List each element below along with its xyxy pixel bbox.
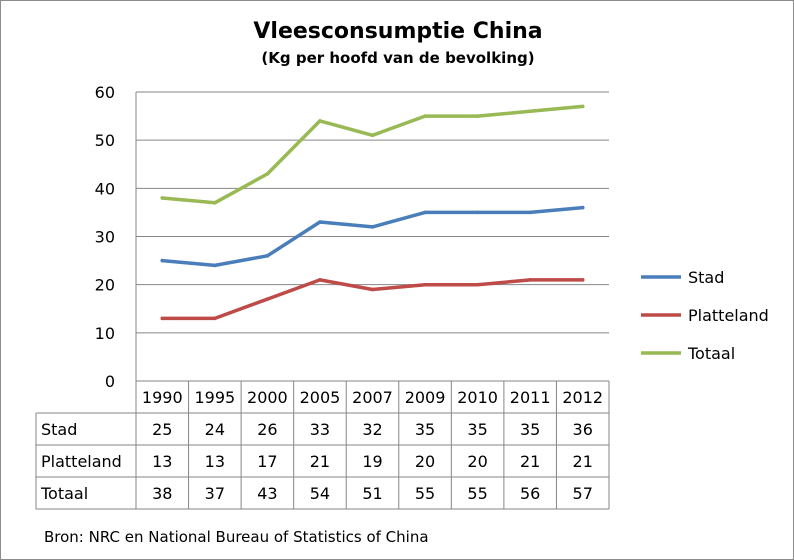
table-cell: 35 (415, 420, 435, 439)
legend-label: Stad (688, 268, 724, 287)
table-cell: 24 (205, 420, 225, 439)
table-cell: 21 (310, 452, 330, 471)
data-point (160, 316, 165, 321)
legend: Stad Platteland Totaal (641, 268, 769, 363)
table-cell: 20 (467, 452, 487, 471)
data-point (528, 210, 532, 215)
x-tick-label: 2011 (510, 388, 551, 407)
table-cell: 13 (205, 452, 225, 471)
table-row-label: Stad (41, 420, 77, 439)
table-cell: 56 (520, 484, 540, 503)
y-tick-label: 20 (95, 276, 115, 295)
data-point (475, 114, 480, 118)
data-point (318, 278, 322, 282)
data-point (265, 253, 270, 258)
data-point (475, 282, 480, 287)
data-point (213, 263, 217, 268)
data-point (423, 114, 427, 118)
table-cell: 20 (415, 452, 435, 471)
data-point (580, 104, 585, 109)
data-point (423, 210, 427, 215)
data-point (370, 287, 375, 292)
x-tick-label: 1990 (142, 388, 183, 407)
table-cell: 57 (573, 484, 593, 503)
x-tick-label: 2010 (457, 388, 498, 407)
table-cell: 26 (257, 420, 277, 439)
table-row-label: Totaal (40, 484, 88, 503)
series-line-platteland (160, 278, 585, 321)
legend-label: Platteland (688, 306, 769, 325)
table-cell: 35 (520, 420, 540, 439)
data-point (528, 109, 532, 114)
data-point (160, 258, 165, 263)
table-cell: 43 (257, 484, 277, 503)
x-tick-label: 2009 (405, 388, 446, 407)
table-cell: 17 (257, 452, 277, 471)
table-cell: 21 (520, 452, 540, 471)
table-cell: 37 (205, 484, 225, 503)
y-axis: 0 10 20 30 40 50 60 (95, 83, 137, 391)
data-point (370, 133, 375, 138)
x-tick-label: 1995 (194, 388, 235, 407)
data-point (160, 196, 165, 200)
data-point (580, 205, 585, 210)
data-point (213, 200, 217, 205)
data-point (528, 278, 532, 282)
table-row-label: Platteland (41, 452, 122, 471)
table-cell: 32 (362, 420, 382, 439)
series-lines (160, 104, 585, 321)
data-point (265, 172, 270, 176)
table-cell: 36 (573, 420, 593, 439)
data-point (370, 225, 375, 229)
table-cell: 35 (467, 420, 487, 439)
data-point (318, 119, 322, 123)
table-cell: 33 (310, 420, 330, 439)
table-cell: 38 (152, 484, 172, 503)
data-point (318, 220, 322, 224)
data-point (580, 278, 585, 282)
table-cell: 21 (573, 452, 593, 471)
chart-title: Vleesconsumptie China (253, 19, 542, 44)
data-point (475, 210, 480, 215)
y-tick-label: 50 (95, 131, 115, 150)
x-tick-label: 2000 (247, 388, 288, 407)
data-point (213, 316, 217, 321)
x-tick-label: 2012 (562, 388, 603, 407)
data-point (423, 282, 427, 287)
table-cell: 19 (362, 452, 382, 471)
table-cell: 55 (467, 484, 487, 503)
gridlines (136, 91, 609, 334)
y-tick-label: 10 (95, 324, 115, 343)
x-tick-label: 2007 (352, 388, 393, 407)
y-tick-label: 30 (95, 228, 115, 247)
table-cell: 25 (152, 420, 172, 439)
legend-label: Totaal (687, 344, 735, 363)
chart-subtitle: (Kg per hoofd van de bevolking) (261, 49, 534, 67)
y-tick-label: 60 (95, 83, 115, 102)
table-cell: 54 (310, 484, 330, 503)
x-tick-label: 2005 (300, 388, 341, 407)
table-cell: 55 (415, 484, 435, 503)
data-point (265, 297, 270, 301)
y-tick-label: 0 (105, 372, 115, 391)
table-cell: 51 (362, 484, 382, 503)
table-cell: 13 (152, 452, 172, 471)
data-table: 1990 1995 2000 2005 2007 2009 2010 2011 2012 Stad… (35, 380, 610, 510)
source-note: Bron: NRC en National Bureau of Statisti… (44, 528, 429, 546)
y-tick-label: 40 (95, 179, 115, 198)
